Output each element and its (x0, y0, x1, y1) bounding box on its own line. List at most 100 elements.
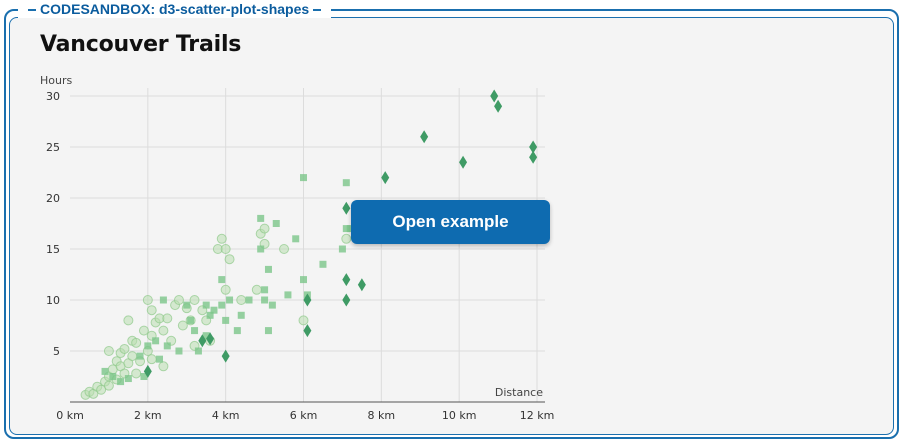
square-point (272, 220, 280, 227)
circle-point (131, 337, 142, 348)
x-tick-label: 8 km (368, 409, 396, 422)
diamond-point (198, 334, 207, 348)
y-axis-label: Hours (40, 74, 72, 87)
square-point (144, 342, 152, 350)
circle-point (131, 368, 142, 379)
circle-point (251, 284, 262, 295)
square-point (175, 347, 183, 355)
diamond-point (221, 349, 230, 363)
chart-title: Vancouver Trails (40, 32, 242, 57)
diamond-point (342, 293, 351, 307)
x-tick-label: 12 km (520, 409, 555, 422)
open-example-button[interactable]: Open example (351, 200, 550, 244)
diamond-point (357, 278, 366, 292)
circle-point (158, 361, 169, 372)
circle-point (123, 315, 134, 326)
diamond-point (529, 150, 538, 164)
diamond-point (342, 201, 351, 215)
square-point (292, 235, 300, 243)
square-point (300, 174, 307, 182)
circle-point (220, 244, 231, 254)
diamond-point (381, 171, 390, 185)
sandbox-label: CODESANDBOX: d3-scatter-plot-shapes (18, 0, 332, 18)
square-point (202, 301, 210, 309)
square-point (268, 301, 276, 309)
circle-point (146, 354, 157, 365)
square-point (202, 332, 210, 340)
diamond-point (529, 140, 538, 154)
diamond-point (494, 99, 503, 113)
square-point (156, 355, 164, 363)
y-tick-label: 20 (46, 192, 60, 205)
square-point (206, 311, 214, 319)
label-dash-icon (28, 9, 36, 12)
square-point (163, 342, 171, 350)
diamond-point (420, 130, 429, 144)
square-point (191, 327, 199, 335)
circle-point (224, 254, 235, 265)
square-point (101, 367, 109, 375)
sandbox-panel (9, 17, 894, 435)
square-point (261, 296, 269, 304)
diamond-point (143, 364, 152, 378)
circle-point (279, 244, 290, 254)
square-point (342, 225, 350, 233)
y-tick-label: 25 (46, 141, 60, 154)
circle-point (220, 284, 231, 295)
y-tick-label: 30 (46, 90, 60, 103)
square-point (218, 276, 226, 284)
square-point (257, 214, 265, 222)
square-point (233, 327, 241, 335)
circle-point (341, 233, 352, 244)
circle-point (177, 320, 188, 331)
circle-point (146, 305, 157, 316)
diamond-point (490, 89, 499, 103)
x-tick-label: 4 km (212, 409, 240, 422)
diamond-point (459, 155, 468, 169)
square-point (245, 296, 253, 304)
diamond-point (206, 332, 215, 346)
x-axis-label: Distance (495, 386, 543, 399)
square-point (261, 286, 269, 294)
circle-point (127, 351, 138, 362)
y-tick-label: 5 (53, 345, 60, 358)
square-point (124, 375, 132, 383)
y-tick-label: 10 (46, 294, 60, 307)
circle-point (103, 380, 114, 391)
square-point (346, 225, 354, 233)
circle-point (298, 315, 309, 326)
diamond-point (303, 293, 312, 307)
circle-point (103, 346, 114, 356)
label-dash-icon (313, 9, 322, 12)
circle-point (138, 325, 149, 336)
square-point (226, 296, 234, 304)
square-point (136, 352, 144, 360)
x-tick-label: 2 km (134, 409, 162, 422)
circle-point (142, 295, 153, 305)
circle-point (189, 295, 200, 305)
sandbox-frame (4, 9, 899, 439)
circle-point (158, 325, 169, 336)
square-point (140, 373, 148, 380)
square-point (342, 179, 350, 187)
square-point (319, 260, 327, 268)
square-point (222, 316, 230, 324)
square-point (237, 311, 245, 319)
square-point (284, 291, 292, 299)
sandbox-label-text: CODESANDBOX: d3-scatter-plot-shapes (40, 1, 310, 17)
square-point (187, 316, 195, 324)
square-point (264, 327, 272, 335)
circle-point (236, 295, 247, 305)
diamond-point (303, 324, 312, 338)
square-point (159, 296, 167, 304)
square-point (117, 378, 125, 386)
x-tick-label: 0 km (56, 409, 84, 422)
diamond-point (342, 273, 351, 287)
circle-point (259, 223, 270, 234)
circle-point (162, 313, 173, 324)
circle-point (96, 384, 107, 395)
circle-point (216, 233, 227, 244)
square-point (338, 245, 346, 253)
square-point (194, 347, 202, 355)
square-point (210, 306, 218, 314)
